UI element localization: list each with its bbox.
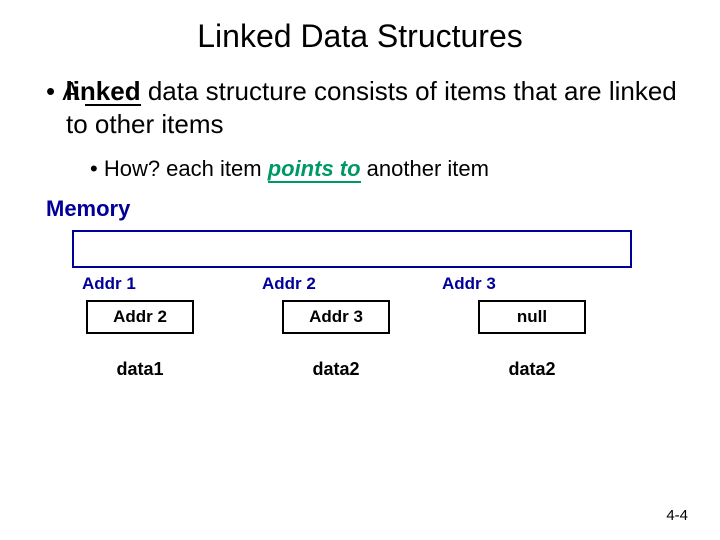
sub-bullet: • How? each item points to another item	[16, 156, 720, 182]
points-to-phrase: points to	[268, 156, 361, 183]
pointer-cells-row: Addr 2 Addr 3 null	[86, 300, 626, 334]
pointer-cell-2: Addr 3	[282, 300, 390, 334]
page-number: 4-4	[666, 507, 688, 524]
data-cell-2: data2	[282, 352, 390, 386]
memory-label-text: Memory	[46, 196, 130, 221]
main-bullet: • A linked data structure consists of it…	[20, 75, 720, 140]
bullet-dot-icon: •	[46, 76, 62, 106]
slide-title-text: Linked Data Structures	[197, 18, 523, 54]
pointer-cell-1: Addr 2	[86, 300, 194, 334]
sub-bullet-prefix: How? each item	[104, 156, 268, 181]
data-cell-1: data1	[86, 352, 194, 386]
memory-label: Memory	[0, 196, 720, 222]
pointer-cell-3: null	[478, 300, 586, 334]
linked-word: linked	[85, 79, 140, 106]
addr-label-2: Addr 2	[262, 274, 442, 294]
data-cell-3: data2	[478, 352, 586, 386]
data-cells-row: data1 data2 data2	[86, 352, 626, 386]
memory-bar	[72, 230, 632, 268]
main-bullet-suffix: data structure consists of items that ar…	[66, 76, 677, 139]
slide-title: Linked Data Structures	[0, 0, 720, 75]
bullet-dot-icon: •	[90, 156, 104, 181]
address-labels-row: Addr 1 Addr 2 Addr 3	[82, 274, 622, 294]
sub-bullet-suffix: another item	[361, 156, 489, 181]
addr-label-1: Addr 1	[82, 274, 262, 294]
addr-label-3: Addr 3	[442, 274, 622, 294]
